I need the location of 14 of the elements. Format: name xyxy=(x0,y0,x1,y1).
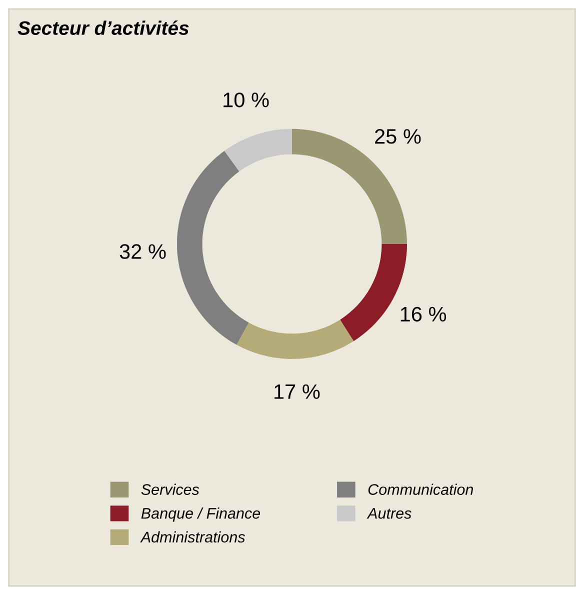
legend-label: Services xyxy=(141,484,200,495)
data-label: 17 % xyxy=(274,384,320,399)
chart-title: Secteur d’activités xyxy=(18,20,189,35)
data-label: 25 % xyxy=(375,129,421,144)
donut-slice xyxy=(176,150,249,345)
donut-slice xyxy=(236,320,354,359)
data-label: 16 % xyxy=(400,306,446,322)
data-label: 10 % xyxy=(224,92,269,108)
legend-label: Banque / Finance xyxy=(141,508,260,522)
data-label: 32 % xyxy=(120,244,166,259)
legend-label: Autres xyxy=(366,508,412,519)
legend-label: Communication xyxy=(368,484,474,495)
legend-label: Administrations xyxy=(140,531,245,543)
donut-slice xyxy=(224,128,292,172)
